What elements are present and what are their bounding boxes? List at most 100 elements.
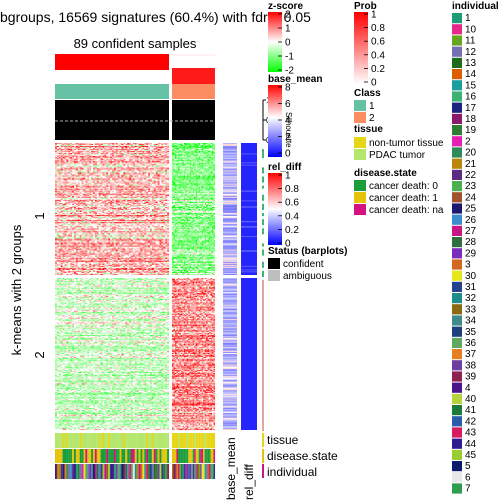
individual-legend-swatch-11 [452, 136, 462, 147]
individual-legend-label-20: 28 [465, 237, 477, 248]
individual-legend-label-31: 38 [465, 360, 477, 371]
individual-legend-swatch-26 [452, 304, 462, 315]
chart-title: bgroups, 16569 signatures (60.4%) with f… [0, 9, 311, 25]
individual-legend-swatch-40 [452, 461, 462, 472]
individual-legend-swatch-29 [452, 337, 462, 348]
individual-legend-label-7: 16 [465, 92, 477, 103]
disease-state-legend-swatch-2 [354, 204, 366, 215]
row-group-label-2: 2 [32, 351, 47, 358]
individual-legend-label-1: 10 [465, 24, 477, 35]
individual-legend-label-21: 29 [465, 248, 477, 259]
individual-legend-swatch-27 [452, 315, 462, 326]
zscore-legend-tick-1: 1 [285, 24, 291, 35]
tissue-legend-title: tissue [354, 124, 383, 135]
individual-legend-label-27: 34 [465, 316, 477, 327]
individual-legend-swatch-9 [452, 113, 462, 124]
prob-legend-tick-5: 0 [371, 78, 377, 89]
base-mean-legend-tick-1: 6 [285, 99, 291, 110]
disease-state-legend: disease.state cancer death: 0 cancer deat… [354, 168, 444, 216]
base-mean-legend-tick-4: 0 [285, 149, 291, 160]
disease-state-legend-label-2: cancer death: na [369, 205, 444, 216]
individual-legend-label-34: 40 [465, 394, 477, 405]
rel-diff-axis-label: rel_diff [242, 464, 256, 500]
individual-legend-swatch-42 [452, 483, 462, 494]
class-legend-label-1: 2 [369, 113, 375, 124]
individual-legend-swatch-14 [452, 169, 462, 180]
chart-subtitle: 89 confident samples [74, 36, 197, 51]
class-legend-title: Class [354, 88, 381, 99]
tissue-legend-label-0: non-tumor tissue [369, 138, 444, 149]
individual-legend-label-17: 25 [465, 204, 477, 215]
individual-legend-label-2: 11 [465, 36, 476, 47]
individual-legend-label-15: 23 [465, 181, 477, 192]
individual-legend-label-18: 26 [465, 215, 477, 226]
prob-legend-tick-4: 0.2 [371, 64, 385, 75]
individual-legend-label-38: 44 [465, 439, 477, 450]
individual-legend-swatch-24 [452, 281, 462, 292]
prob-track [55, 54, 215, 84]
prob-legend-tick-1: 0.8 [371, 23, 385, 34]
individual-track-marker [262, 464, 264, 478]
rel-diff-legend-title: rel_diff [268, 162, 302, 173]
individual-legend-swatch-19 [452, 225, 462, 236]
individual-legend-swatch-34 [452, 393, 462, 404]
prob-legend-title: Prob [354, 1, 377, 12]
individual-legend-label-25: 32 [465, 293, 477, 304]
individual-legend-swatch-18 [452, 214, 462, 225]
individual-legend-label-35: 41 [465, 405, 477, 416]
individual-legend-swatch-25 [452, 293, 462, 304]
status-legend-swatch-0 [268, 258, 280, 269]
y-axis-label: k-means with 2 groups [9, 224, 24, 355]
rel-diff-legend-tick-0: 1 [285, 171, 291, 182]
tissue-track [55, 433, 216, 448]
class-legend: Class 12 [354, 88, 381, 124]
tissue-legend-swatch-1 [354, 149, 366, 160]
base-mean-legend-tick-3: 2 [285, 132, 291, 143]
heatmap-body [55, 143, 216, 431]
individual-legend-label-12: 20 [465, 148, 477, 159]
individual-legend-title: individual [452, 1, 499, 12]
disease-state-legend-label-0: cancer death: 0 [369, 181, 438, 192]
individual-legend-label-40: 5 [465, 461, 471, 472]
individual-legend: individual 11011121314151617181922021222… [452, 1, 499, 495]
row-group-label-1: 1 [32, 212, 47, 219]
individual-legend-swatch-16 [452, 192, 462, 203]
individual-legend-swatch-10 [452, 125, 462, 136]
individual-legend-label-10: 19 [465, 125, 477, 136]
base-mean-legend-tick-0: 8 [285, 83, 291, 94]
rel-diff-legend-tick-3: 0.4 [285, 211, 299, 222]
zscore-legend-title: z-score [268, 1, 303, 12]
individual-legend-label-16: 24 [465, 192, 477, 203]
individual-legend-label-42: 7 [465, 484, 471, 495]
prob-legend: Prob 1 0.8 0.6 0.4 0.2 0 [354, 1, 385, 89]
individual-legend-label-37: 43 [465, 428, 477, 439]
status-legend-label-1: ambiguous [283, 271, 332, 282]
zscore-legend-tick-3: -1 [285, 52, 294, 63]
individual-legend-swatch-3 [452, 46, 462, 57]
zscore-legend-tick-4: -2 [285, 66, 294, 77]
disease-state-legend-swatch-0 [354, 180, 366, 191]
individual-legend-swatch-30 [452, 349, 462, 360]
individual-legend-swatch-35 [452, 405, 462, 416]
individual-legend-swatch-15 [452, 181, 462, 192]
individual-legend-swatch-2 [452, 35, 462, 46]
individual-legend-label-28: 35 [465, 327, 477, 338]
individual-legend-swatch-33 [452, 382, 462, 393]
individual-legend-label-19: 27 [465, 226, 477, 237]
individual-legend-label-9: 18 [465, 114, 477, 125]
base-mean-axis-label: base_mean [224, 437, 238, 500]
disease-state-legend-swatch-1 [354, 192, 366, 203]
class-legend-swatch-0 [354, 100, 366, 111]
individual-legend-label-24: 31 [465, 282, 477, 293]
prob-legend-tick-2: 0.6 [371, 37, 385, 48]
individual-track [55, 464, 216, 479]
disease-state-legend-title: disease.state [354, 168, 417, 179]
silhouette-barplot [55, 100, 215, 140]
individual-legend-swatch-0 [452, 13, 462, 24]
status-legend-swatch-1 [268, 270, 280, 281]
row-status-strip [262, 143, 264, 432]
rel-diff-legend: rel_diff 1 0.8 0.6 0.4 0.2 0 [268, 162, 302, 250]
tissue-track-marker [262, 433, 264, 447]
